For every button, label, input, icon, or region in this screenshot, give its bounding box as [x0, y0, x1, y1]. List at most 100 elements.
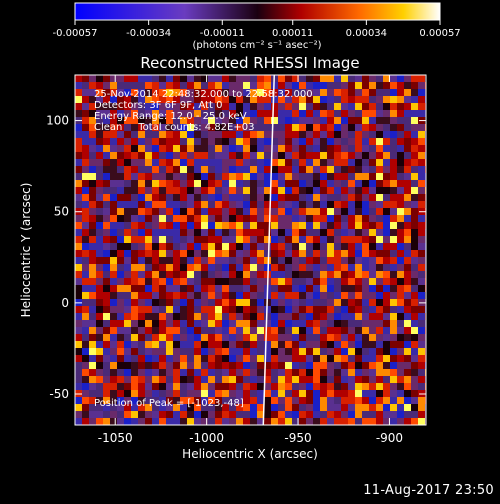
heatmap-cell [229, 82, 236, 89]
heatmap-cell [390, 124, 397, 131]
heatmap-cell [117, 180, 124, 187]
heatmap-cell [362, 145, 369, 152]
heatmap-cell [411, 208, 418, 215]
heatmap-cell [208, 411, 215, 418]
heatmap-cell [208, 369, 215, 376]
heatmap-cell [313, 418, 320, 425]
heatmap-cell [117, 152, 124, 159]
heatmap-cell [103, 404, 110, 411]
heatmap-cell [187, 369, 194, 376]
heatmap-cell [215, 320, 222, 327]
heatmap-cell [138, 278, 145, 285]
heatmap-cell [299, 201, 306, 208]
heatmap-cell [117, 243, 124, 250]
heatmap-cell [117, 138, 124, 145]
heatmap-cell [292, 96, 299, 103]
heatmap-cell [299, 369, 306, 376]
heatmap-cell [110, 257, 117, 264]
heatmap-cell [327, 187, 334, 194]
heatmap-cell [229, 376, 236, 383]
heatmap-cell [334, 138, 341, 145]
heatmap-cell [103, 194, 110, 201]
heatmap-cell [369, 124, 376, 131]
heatmap-cell [257, 299, 264, 306]
heatmap-cell [264, 418, 271, 425]
heatmap-cell [201, 299, 208, 306]
annotation-block: 25-Nov-2014 22:48:32.000 to 22:58:32.000… [94, 89, 313, 133]
heatmap-cell [306, 292, 313, 299]
heatmap-cell [166, 173, 173, 180]
heatmap-cell [187, 306, 194, 313]
heatmap-cell [173, 320, 180, 327]
heatmap-cell [404, 369, 411, 376]
heatmap-cell [383, 397, 390, 404]
heatmap-cell [215, 103, 222, 110]
heatmap-cell [334, 376, 341, 383]
heatmap-cell [285, 145, 292, 152]
heatmap-cell [285, 278, 292, 285]
heatmap-cell [313, 250, 320, 257]
heatmap-cell [418, 173, 425, 180]
heatmap-cell [166, 257, 173, 264]
heatmap-cell [299, 138, 306, 145]
heatmap-cell [376, 271, 383, 278]
heatmap-cell [369, 257, 376, 264]
heatmap-cell [201, 229, 208, 236]
heatmap-cell [257, 313, 264, 320]
heatmap-cell [348, 334, 355, 341]
heatmap-cell [96, 89, 103, 96]
heatmap-cell [75, 194, 82, 201]
heatmap-cell [334, 313, 341, 320]
heatmap-cell [138, 131, 145, 138]
heatmap-cell [383, 320, 390, 327]
heatmap-cell [159, 369, 166, 376]
heatmap-cell [376, 257, 383, 264]
heatmap-cell [173, 313, 180, 320]
heatmap-cell [103, 222, 110, 229]
heatmap-cell [313, 362, 320, 369]
heatmap-cell [341, 327, 348, 334]
heatmap-cell [145, 320, 152, 327]
heatmap-cell [75, 180, 82, 187]
heatmap-cell [215, 180, 222, 187]
heatmap-cell [404, 166, 411, 173]
heatmap-cell [383, 341, 390, 348]
heatmap-cell [411, 292, 418, 299]
heatmap-cell [313, 152, 320, 159]
heatmap-cell [404, 103, 411, 110]
heatmap-cell [187, 145, 194, 152]
heatmap-cell [222, 152, 229, 159]
heatmap-cell [82, 250, 89, 257]
heatmap-cell [124, 376, 131, 383]
heatmap-cell [180, 257, 187, 264]
heatmap-cell [411, 299, 418, 306]
heatmap-cell [89, 383, 96, 390]
heatmap-cell [236, 271, 243, 278]
heatmap-cell [229, 271, 236, 278]
heatmap-cell [138, 96, 145, 103]
heatmap-cell [264, 348, 271, 355]
heatmap-cell [376, 152, 383, 159]
heatmap-cell [131, 166, 138, 173]
heatmap-cell [327, 208, 334, 215]
heatmap-cell [369, 215, 376, 222]
heatmap-cell [313, 103, 320, 110]
heatmap-cell [243, 348, 250, 355]
heatmap-cell [117, 201, 124, 208]
heatmap-cell [89, 166, 96, 173]
heatmap-cell [96, 292, 103, 299]
heatmap-cell [327, 271, 334, 278]
heatmap-cell [103, 348, 110, 355]
heatmap-cell [166, 299, 173, 306]
heatmap-cell [299, 383, 306, 390]
heatmap-cell [187, 187, 194, 194]
heatmap-cell [243, 75, 250, 82]
heatmap-cell [138, 187, 145, 194]
heatmap-cell [201, 397, 208, 404]
heatmap-cell [334, 117, 341, 124]
heatmap-cell [201, 124, 208, 131]
heatmap-cell [278, 390, 285, 397]
heatmap-cell [131, 103, 138, 110]
heatmap-cell [390, 376, 397, 383]
